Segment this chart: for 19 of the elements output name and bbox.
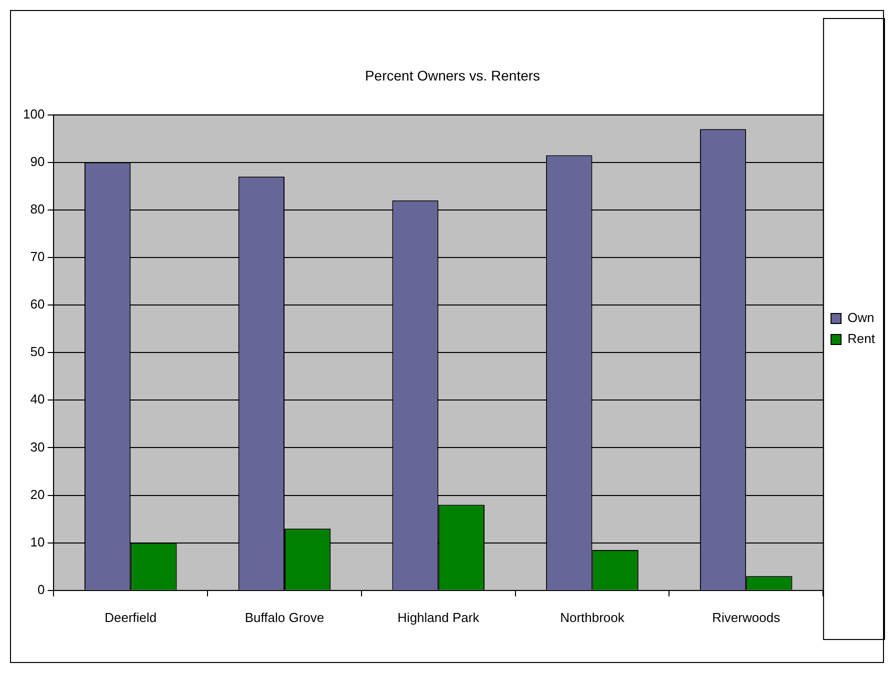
legend-label: Own [848, 310, 874, 326]
x-tick-label: Riverwoods [712, 610, 781, 625]
y-tick-label: 80 [30, 202, 45, 216]
y-tick-label: 70 [30, 249, 45, 264]
y-tick-label: 40 [30, 392, 45, 407]
y-tick-label: 0 [37, 582, 45, 597]
y-tick-label: 10 [30, 534, 45, 550]
legend-label: Rent [848, 331, 876, 346]
x-tick-label: Buffalo Grove [244, 610, 324, 625]
y-tick-label: 90 [30, 154, 45, 169]
chart-title: Percent Owners vs. Renters [364, 67, 540, 84]
x-tick-label: Highland Park [398, 610, 480, 625]
x-tick-label: Deerfield [104, 610, 157, 625]
y-tick-label: 20 [30, 486, 45, 502]
y-tick-label: 60 [30, 296, 45, 312]
y-tick-label: 50 [30, 344, 45, 360]
y-tick-label: 30 [30, 439, 45, 454]
x-tick-label: Northbrook [560, 610, 625, 625]
y-tick-label: 100 [22, 106, 45, 122]
